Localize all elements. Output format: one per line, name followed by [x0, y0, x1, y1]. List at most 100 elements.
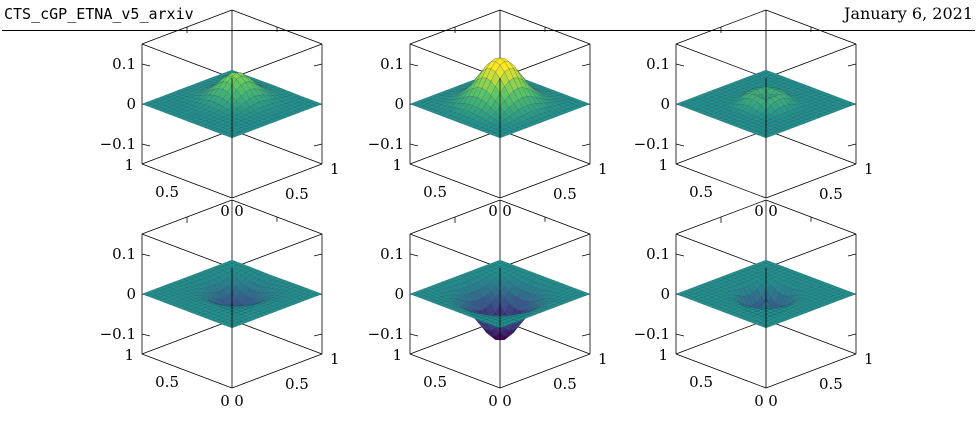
- surface-plot-row1-col2: −0.100.10.510.510 0: [368, 9, 608, 220]
- z-tick-label: −0.1: [634, 135, 670, 153]
- tick-mark: [313, 143, 323, 147]
- x-tick-label: 1: [864, 160, 874, 178]
- z-tick-label: 0: [660, 95, 670, 113]
- box-edge: [409, 353, 501, 389]
- tick-mark: [313, 333, 323, 337]
- x-tick-label: 1: [330, 350, 340, 368]
- y-tick-label: 0.5: [155, 183, 179, 201]
- box-edge: [499, 163, 591, 199]
- z-tick-label: 0.1: [646, 55, 670, 73]
- z-tick-label: 0: [126, 285, 136, 303]
- x-tick-label: 0: [768, 392, 778, 410]
- tick-mark: [141, 143, 151, 147]
- y-tick-label: 0.5: [423, 183, 447, 201]
- y-tick-label: 1: [124, 346, 134, 364]
- box-edge: [141, 43, 233, 79]
- tick-mark: [675, 333, 685, 337]
- box-edge: [141, 233, 233, 269]
- tick-mark: [409, 253, 419, 257]
- tick-mark: [847, 63, 857, 67]
- z-tick-label: −0.1: [634, 325, 670, 343]
- box-edge: [231, 43, 323, 79]
- y-tick-label: 0: [754, 392, 764, 410]
- x-tick-label: 0.5: [819, 375, 843, 393]
- surface-mesh: [409, 57, 591, 139]
- tick-mark: [313, 253, 323, 257]
- surface-mesh: [675, 259, 857, 329]
- y-tick-label: 0: [220, 392, 230, 410]
- box-edge: [141, 163, 233, 199]
- box-edge: [141, 319, 233, 355]
- y-tick-label: 1: [124, 156, 134, 174]
- surface-plot-row1-col1: −0.100.10.510.510 0: [100, 9, 340, 220]
- y-tick-label: 0: [488, 392, 498, 410]
- tick-mark: [141, 333, 151, 337]
- box-edge: [409, 163, 501, 199]
- z-tick-label: −0.1: [368, 325, 404, 343]
- z-tick-label: 0.1: [112, 55, 136, 73]
- tick-mark: [409, 143, 419, 147]
- x-tick-label: 0.5: [285, 375, 309, 393]
- box-edge: [231, 163, 323, 199]
- surface-plot-row2-col2: −0.100.10.510.510 0: [368, 199, 608, 410]
- tick-mark: [409, 333, 419, 337]
- z-tick-label: 0: [126, 95, 136, 113]
- x-tick-label: 0.5: [285, 185, 309, 203]
- y-tick-label: 0: [488, 202, 498, 220]
- box-edge: [675, 43, 767, 79]
- box-edge: [765, 353, 857, 389]
- box-edge: [141, 129, 233, 165]
- box-edge: [409, 233, 501, 269]
- tick-mark: [581, 143, 591, 147]
- z-tick-label: −0.1: [368, 135, 404, 153]
- box-edge: [231, 129, 323, 165]
- z-tick-label: 0.1: [380, 245, 404, 263]
- tick-mark: [847, 143, 857, 147]
- box-edge: [765, 43, 857, 79]
- tick-mark: [581, 253, 591, 257]
- document-date: January 6, 2021: [844, 4, 973, 23]
- tick-mark: [141, 253, 151, 257]
- z-tick-label: 0: [394, 285, 404, 303]
- y-tick-label: 1: [392, 346, 402, 364]
- box-edge: [499, 233, 591, 269]
- surface-plot-row2-col3: −0.100.10.510.510 0: [634, 199, 874, 410]
- box-edge: [675, 353, 767, 389]
- box-edge: [499, 353, 591, 389]
- tick-mark: [409, 63, 419, 67]
- surface-plot-row1-col3: −0.100.10.510.510 0: [634, 9, 874, 220]
- surface-mesh: [675, 69, 857, 139]
- tick-mark: [581, 63, 591, 67]
- y-tick-label: 0.5: [155, 373, 179, 391]
- document-id: CTS_cGP_ETNA_v5_arxiv: [4, 5, 194, 23]
- tick-mark: [313, 63, 323, 67]
- x-tick-label: 1: [598, 160, 608, 178]
- x-tick-label: 1: [598, 350, 608, 368]
- tick-mark: [675, 63, 685, 67]
- x-tick-label: 0: [502, 202, 512, 220]
- header-rule: [2, 30, 975, 31]
- box-edge: [675, 163, 767, 199]
- surface-mesh: [409, 259, 591, 341]
- y-tick-label: 0: [754, 202, 764, 220]
- x-tick-label: 0.5: [819, 185, 843, 203]
- surface-mesh: [141, 259, 323, 329]
- y-tick-label: 0.5: [423, 373, 447, 391]
- x-tick-label: 0: [768, 202, 778, 220]
- z-tick-label: −0.1: [100, 135, 136, 153]
- x-tick-label: 1: [330, 160, 340, 178]
- x-tick-label: 0: [502, 392, 512, 410]
- y-tick-label: 0: [220, 202, 230, 220]
- y-tick-label: 1: [392, 156, 402, 174]
- z-tick-label: 0.1: [112, 245, 136, 263]
- box-edge: [765, 233, 857, 269]
- tick-mark: [675, 143, 685, 147]
- z-tick-label: 0.1: [380, 55, 404, 73]
- x-tick-label: 0: [234, 202, 244, 220]
- x-tick-label: 0.5: [553, 185, 577, 203]
- box-edge: [675, 233, 767, 269]
- tick-mark: [847, 253, 857, 257]
- box-edge: [409, 129, 501, 165]
- z-tick-label: −0.1: [100, 325, 136, 343]
